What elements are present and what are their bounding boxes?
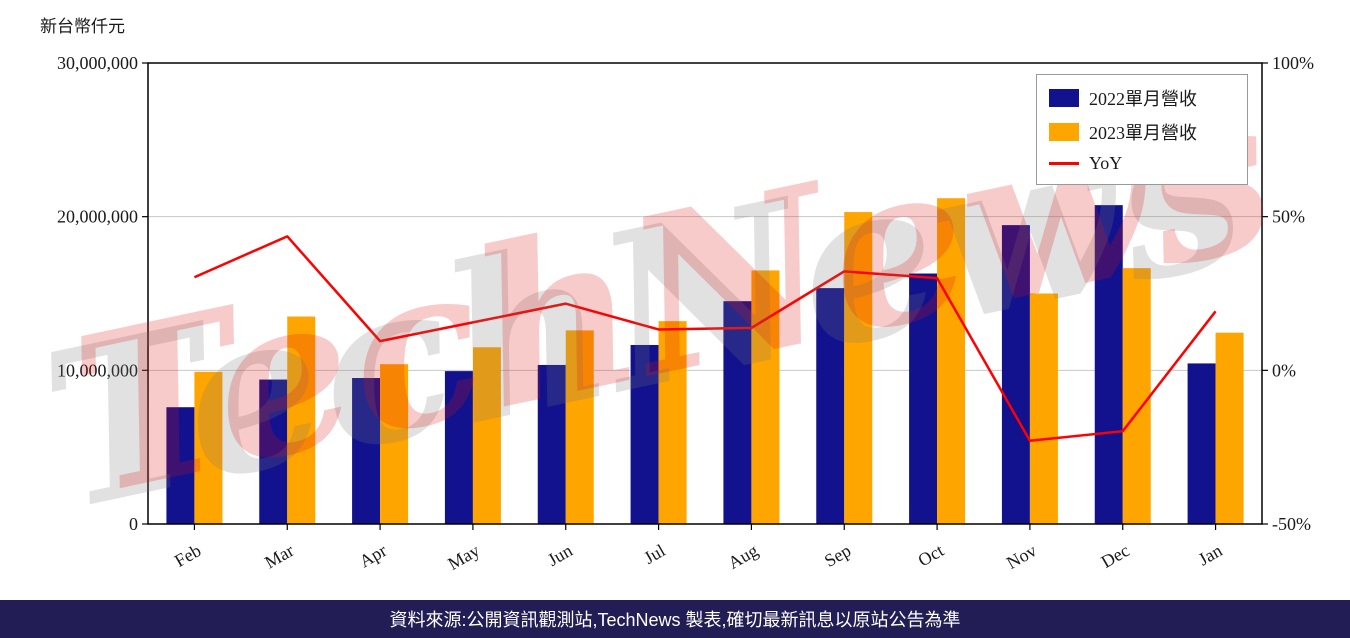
legend-swatch-2022	[1049, 89, 1079, 107]
source-footer-bar: 資料來源:公開資訊觀測站,TechNews 製表,確切最新訊息以原站公告為準	[0, 600, 1350, 638]
revenue-yoy-chart: 0 10,000,000 20,000,000 30,000,000 -50% 0% 50%…	[57, 53, 1314, 574]
legend-label-2022: 2022單月營收	[1089, 89, 1197, 109]
tick-label: 100%	[1272, 53, 1314, 73]
bar-2022單月營收-Sep	[816, 288, 845, 524]
yoy-line	[193, 235, 1217, 442]
bar-2023單月營收-Sep	[844, 212, 873, 524]
bar-2023單月營收-Dec	[1122, 268, 1151, 524]
tick-label: -50%	[1272, 514, 1311, 534]
tick-label: Sep	[821, 540, 854, 571]
bar-2023單月營收-Jun	[565, 330, 594, 524]
bar-2023單月營收-Oct	[937, 198, 966, 524]
tick-label: Apr	[356, 540, 390, 571]
tick-label: 30,000,000	[57, 53, 138, 73]
bar-2022單月營收-Apr	[352, 378, 381, 524]
legend-label-yoy: YoY	[1089, 153, 1123, 173]
tick-label: 50%	[1272, 207, 1305, 227]
legend-line-yoy	[1049, 162, 1079, 165]
chart-legend: 2022單月營收 2023單月營收 YoY	[1036, 74, 1248, 185]
legend-item-2022: 2022單月營收	[1049, 85, 1235, 111]
bar-2022單月營收-Dec	[1094, 205, 1123, 524]
bar-2023單月營收-Jul	[658, 321, 687, 524]
tick-label: Oct	[915, 540, 948, 570]
tick-label: 0%	[1272, 360, 1296, 380]
bar-2023單月營收-May	[472, 347, 501, 524]
tick-label: Nov	[1003, 540, 1040, 573]
bar-2023單月營收-Apr	[380, 364, 409, 524]
bar-2023單月營收-Nov	[1029, 293, 1058, 524]
legend-swatch-2023	[1049, 123, 1079, 141]
bar-2022單月營收-Jul	[630, 344, 659, 524]
bar-2022單月營收-Jan	[1187, 363, 1216, 524]
tick-label: Jan	[1195, 540, 1226, 569]
tick-label: 10,000,000	[57, 360, 138, 380]
tick-label: Jun	[544, 540, 576, 570]
tick-label: Jul	[640, 540, 668, 568]
bar-2023單月營收-Aug	[751, 270, 780, 524]
tick-label: May	[444, 540, 483, 574]
tick-label: Aug	[725, 540, 762, 573]
bar-2022單月營收-Nov	[1001, 225, 1030, 524]
bar-2022單月營收-Oct	[909, 273, 938, 524]
bar-2022單月營收-Jun	[537, 364, 566, 524]
legend-item-yoy: YoY	[1049, 153, 1235, 174]
bar-2022單月營收-Feb	[166, 407, 195, 524]
legend-label-2023: 2023單月營收	[1089, 123, 1197, 143]
tick-label: Dec	[1098, 540, 1133, 572]
bar-2022單月營收-May	[444, 371, 473, 524]
bar-2022單月營收-Aug	[723, 301, 752, 524]
bar-2023單月營收-Mar	[287, 316, 316, 524]
bar-2023單月營收-Jan	[1215, 332, 1244, 524]
tick-label: 20,000,000	[57, 207, 138, 227]
source-footer-text: 資料來源:公開資訊觀測站,TechNews 製表,確切最新訊息以原站公告為準	[389, 610, 961, 630]
tick-label: Feb	[171, 540, 204, 571]
legend-item-2023: 2023單月營收	[1049, 119, 1235, 145]
plot-frame	[147, 62, 1263, 525]
tick-label: 0	[129, 514, 138, 534]
tick-label: Mar	[261, 540, 297, 572]
y-axis-unit-label: 新台幣仟元	[40, 17, 125, 36]
bar-2023單月營收-Feb	[194, 371, 223, 524]
bar-2022單月營收-Mar	[259, 379, 288, 524]
